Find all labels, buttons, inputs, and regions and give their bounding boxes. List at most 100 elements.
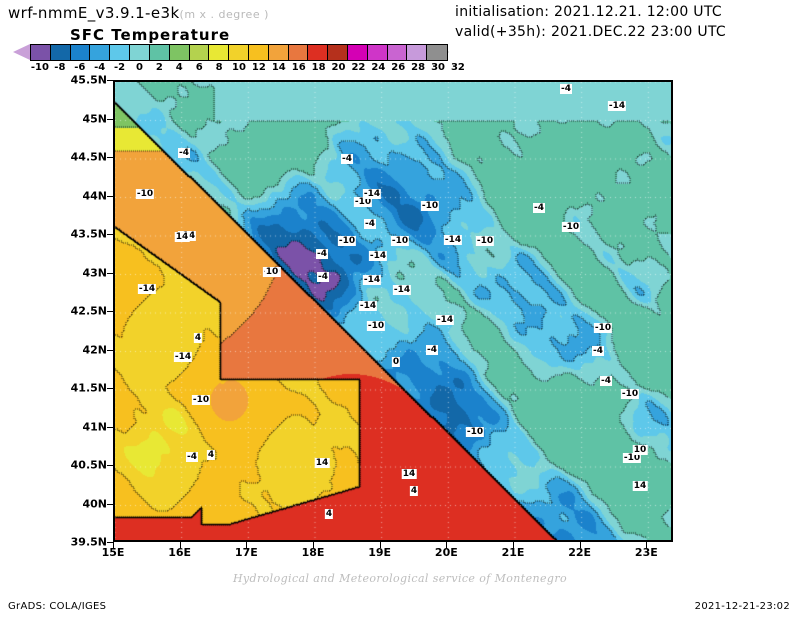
model-title: wrf-nmmE_v3.9.1-e3k(m x . degree ) [8, 4, 269, 22]
contour-label: -14 [368, 251, 388, 261]
y-axis-tick-mark [107, 157, 113, 158]
y-axis-tick-label: 40.5N [70, 458, 107, 472]
contour-label: -10 [561, 222, 581, 232]
colorbar-swatch [90, 45, 111, 60]
colorbar-swatch [50, 45, 71, 60]
colorbar-swatch [130, 45, 150, 60]
valid-time: valid(+35h): 2021.DEC.22 23:00 UTC [455, 24, 726, 40]
colorbar-tick: 26 [391, 62, 406, 73]
service-credit: Hydrological and Meteorological service … [232, 572, 568, 585]
x-axis-tick-label: 20E [434, 546, 458, 559]
contour-label: 4 [206, 450, 216, 460]
contour-label: 4 [193, 333, 203, 343]
contour-label: -10 [622, 453, 642, 463]
colorbar-swatches [30, 44, 448, 61]
x-axis-tick-label: 17E [234, 546, 258, 559]
colorbar: -10 -8 -6 -4 -2 0 2 4 6 8 10 12 14 16 18 20 22 24 26 28 30 32 [8, 44, 468, 73]
y-axis-tick-mark [107, 234, 113, 235]
y-axis-tick-label: 43N [82, 266, 107, 279]
contour-label: -10 [475, 236, 495, 246]
colorbar-swatch [268, 45, 289, 60]
contour-label: 10 [632, 445, 648, 455]
generation-timestamp: 2021-12-21-23:02 [694, 601, 790, 612]
colorbar-tick: 28 [411, 62, 426, 73]
x-axis-tick-mark [246, 542, 248, 548]
colorbar-tick: -4 [94, 62, 106, 73]
contour-label: 4 [324, 509, 334, 519]
x-axis-tick-mark [579, 542, 581, 548]
contour-label: -4 [178, 148, 190, 158]
contour-label: -10 [135, 189, 155, 199]
y-axis-tick-mark [107, 311, 113, 312]
contour-label: -4 [364, 219, 376, 229]
x-axis-tick-label: 22E [568, 546, 592, 559]
contour-label: -10 [353, 197, 373, 207]
colorbar-tick: 22 [351, 62, 366, 73]
contour-label: -4 [560, 84, 572, 94]
contour-label: -4 [186, 452, 198, 462]
contour-label: -4 [426, 345, 438, 355]
contour-label: -4 [341, 154, 353, 164]
contour-label: 0 [391, 357, 401, 367]
contour-label: 14 [314, 458, 330, 468]
y-axis-tick-mark [107, 80, 113, 81]
contour-label: -10 [366, 321, 386, 331]
contour-label: -4 [317, 272, 329, 282]
x-axis-tick-label: 19E [368, 546, 392, 559]
y-axis-tick-mark [107, 388, 113, 389]
y-axis-tick-label: 41.5N [70, 381, 107, 395]
colorbar-tick: -8 [54, 62, 66, 73]
colorbar-tick: 8 [215, 62, 223, 73]
y-axis-tick-mark [107, 349, 113, 351]
y-axis-tick-label: 42N [82, 343, 107, 356]
contour-label: 4 [409, 486, 419, 496]
y-axis-tick-mark [107, 503, 113, 505]
contour-label: -14 [392, 285, 412, 295]
colorbar-swatch [229, 45, 249, 60]
contour-label: -14 [137, 284, 157, 294]
x-axis-tick-label: 18E [301, 546, 325, 559]
colorbar-under-arrow-icon [13, 44, 30, 60]
colorbar-tick: -10 [30, 62, 49, 73]
colorbar-swatch [31, 45, 51, 60]
colorbar-swatch [189, 45, 210, 60]
y-axis-tick-label: 39.5N [70, 535, 107, 549]
x-axis-tick-mark [513, 542, 514, 548]
y-axis-tick-mark [107, 118, 113, 120]
colorbar-swatch [348, 45, 368, 60]
contour-label: -10 [465, 427, 485, 437]
contour-label: -10 [620, 389, 640, 399]
contour-label: -14 [443, 235, 463, 245]
colorbar-tick: 30 [431, 62, 446, 73]
contour-label: -14 [362, 189, 382, 199]
x-axis-tick-mark [446, 542, 448, 548]
contour-label: -4 [600, 376, 612, 386]
y-axis-tick-label: 43.5N [70, 227, 107, 241]
contour-label: -14 [607, 101, 627, 111]
colorbar-tick: 18 [311, 62, 326, 73]
colorbar-tick: 16 [291, 62, 306, 73]
contour-label: -4 [316, 249, 328, 259]
y-axis-tick-label: 45.5N [70, 73, 107, 87]
initialisation-time: initialisation: 2021.12.21. 12:00 UTC [455, 4, 722, 20]
x-axis-tick-label: 15E [101, 546, 125, 559]
y-axis-tick-mark [107, 542, 113, 543]
colorbar-tick: 6 [195, 62, 203, 73]
colorbar-swatch [149, 45, 170, 60]
model-name: wrf-nmmE_v3.9.1-e3k [8, 4, 180, 22]
contour-label: -14 [362, 275, 382, 285]
y-axis-tick-label: 40N [82, 497, 107, 510]
colorbar-tick: 14 [271, 62, 286, 73]
colorbar-swatch [70, 45, 91, 60]
y-axis-tick-label: 42.5N [70, 304, 107, 318]
x-axis-tick-label: 23E [634, 546, 658, 559]
colorbar-swatch [387, 45, 408, 60]
colorbar-swatch [367, 45, 388, 60]
y-axis-tick-mark [107, 195, 113, 197]
x-axis-tick-mark [313, 542, 314, 548]
contour-label: 14 [632, 481, 648, 491]
map-plot-area[interactable] [113, 80, 673, 542]
colorbar-tick: 4 [175, 62, 183, 73]
contour-label: -10 [390, 236, 410, 246]
contour-label: 14 [174, 232, 190, 242]
